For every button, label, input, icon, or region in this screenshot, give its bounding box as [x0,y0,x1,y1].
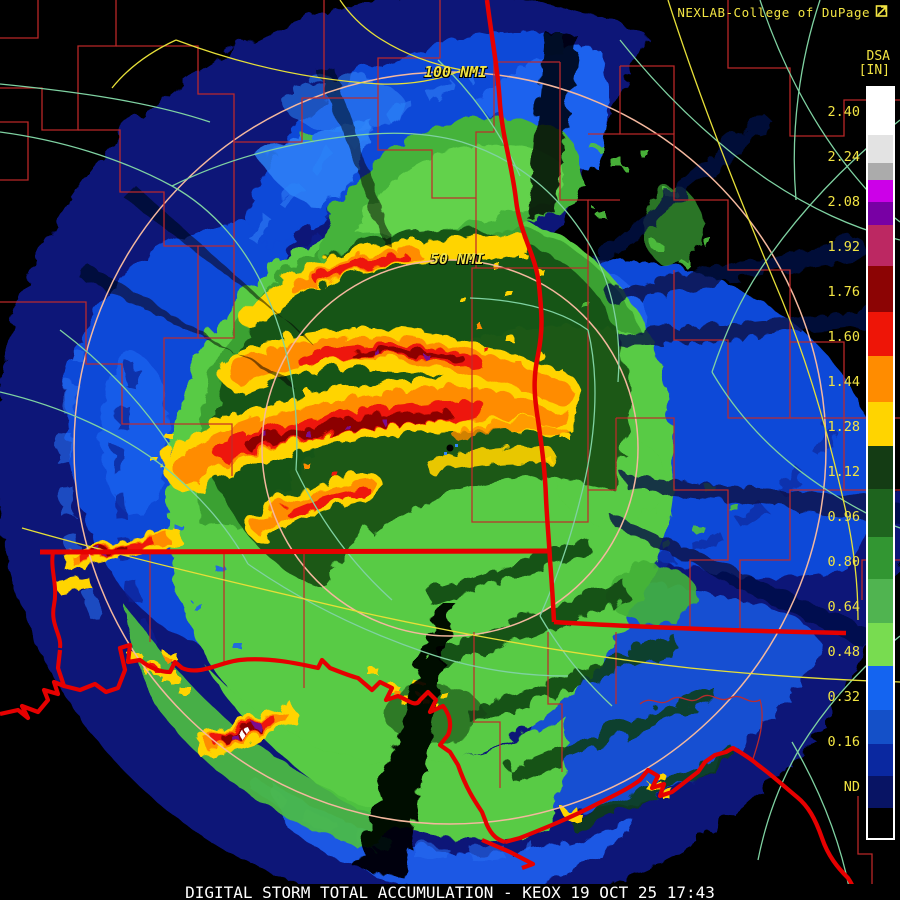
state-borders [39,0,847,649]
colorbar-segment [868,202,893,225]
colorbar-label: 0.80 [827,554,860,570]
colorbar-label: 1.28 [827,419,860,435]
roads-yellow [21,0,900,683]
colorbar-segment [868,710,893,744]
colorbar-label: 1.92 [827,239,860,255]
product-code: DSA [IN] [859,50,890,78]
colorbar-label: 1.44 [827,374,860,390]
caption-background [0,884,900,900]
colorbar [866,86,895,840]
colorbar-segment [868,776,893,808]
range-ring-label-100: 100 NMI [424,63,488,81]
product-units-text: [IN] [858,63,890,78]
colorbar-label: 0.16 [827,734,860,750]
colorbar-segments [868,88,893,838]
colorbar-label: 0.96 [827,509,860,525]
colorbar-label: 1.76 [827,284,860,300]
colorbar-segment [868,579,893,623]
attribution-text: NEXLAB-College of DuPage [677,4,870,20]
radar-site-dot [446,444,454,452]
colorbar-segment [868,623,893,666]
colorbar-segment [868,135,893,163]
colorbar-label: 2.08 [827,194,860,210]
colorbar-segment [868,446,893,489]
colorbar-segment [868,402,893,446]
colorbar-segment [868,666,893,710]
colorbar-label: 2.40 [827,104,860,120]
colorbar-segment [868,180,893,202]
coastline [0,642,858,897]
colorbar-label: 0.48 [827,644,860,660]
product-caption: DIGITAL STORM TOTAL ACCUMULATION - KEOX … [185,883,715,900]
colorbar-segment [868,88,893,135]
colorbar-label: 1.60 [827,329,860,345]
colorbar-segment [868,744,893,776]
range-ring-label-50: 50 NMI [430,250,485,268]
colorbar-label: 2.24 [827,149,860,165]
colorbar-segment [868,163,893,180]
colorbar-label: 0.64 [827,599,860,615]
dupage-logo-icon [875,4,888,20]
colorbar-label: 1.12 [827,464,860,480]
colorbar-label: ND [843,779,860,795]
product-code-text: DSA [866,49,890,64]
colorbar-label: 0.32 [827,689,860,705]
attribution: NEXLAB-College of DuPage [677,4,888,20]
colorbar-segment [868,312,893,356]
colorbar-segment [868,266,893,312]
colorbar-segment [868,537,893,579]
colorbar-segment [868,489,893,537]
colorbar-segment [868,356,893,402]
colorbar-segment [868,225,893,266]
colorbar-segment [868,808,893,838]
